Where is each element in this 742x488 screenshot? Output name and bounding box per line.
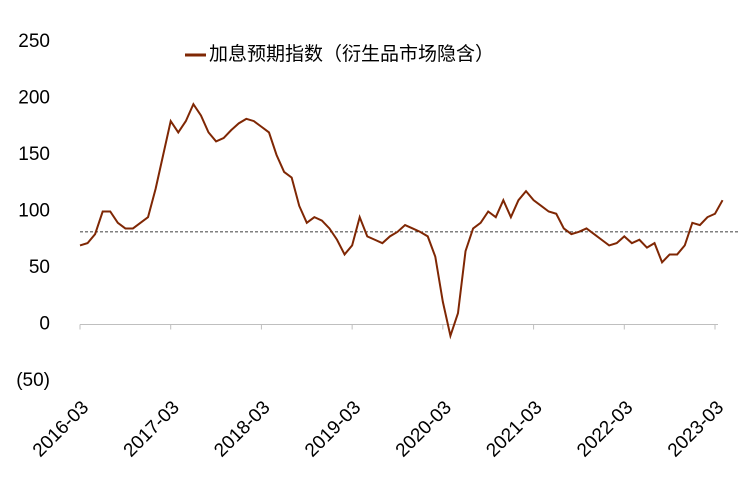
y-tick-label: 150 [18, 144, 50, 165]
y-tick-label: 250 [18, 31, 50, 52]
x-tick-label: 2022-03 [573, 397, 637, 461]
y-tick-label: 0 [39, 314, 50, 335]
legend-label: 加息预期指数（衍生品市场隐含） [209, 43, 494, 65]
y-tick-label: (50) [16, 370, 50, 391]
y-tick-label: 200 [18, 88, 50, 109]
x-tick-label: 2019-03 [301, 397, 365, 461]
x-tick-label: 2018-03 [210, 397, 274, 461]
y-tick-label: 100 [18, 201, 50, 222]
x-tick-label: 2020-03 [392, 397, 456, 461]
x-tick-label: 2017-03 [120, 397, 184, 461]
x-tick-label: 2023-03 [664, 397, 728, 461]
x-tick-label: 2016-03 [29, 397, 93, 461]
x-tick-label: 2021-03 [482, 397, 546, 461]
y-tick-label: 50 [29, 257, 50, 278]
data-line [79, 102, 724, 340]
